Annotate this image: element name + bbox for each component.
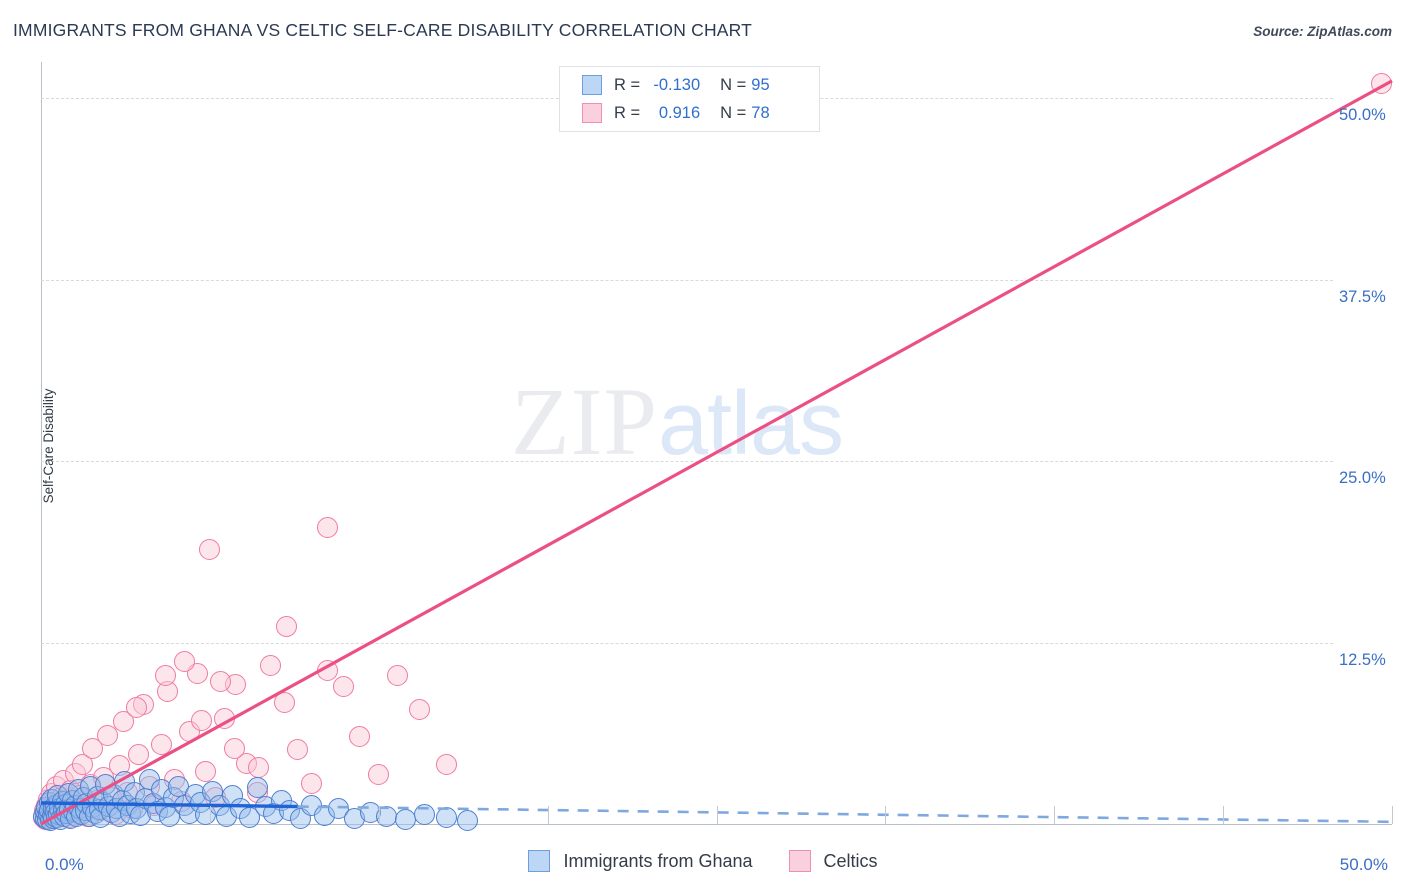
x-tick-mark	[716, 806, 718, 824]
x-tick-mark	[1392, 806, 1393, 824]
scatter-point[interactable]	[287, 739, 309, 761]
scatter-point[interactable]	[127, 743, 149, 765]
x-tick-mark	[547, 806, 549, 824]
trendline-ghana-dashed	[297, 805, 1393, 824]
gridline	[41, 279, 1333, 281]
scatter-point[interactable]	[246, 777, 268, 799]
y-tick-label: 50.0%	[1339, 106, 1386, 125]
scatter-point[interactable]	[435, 753, 457, 775]
stats-legend: R = -0.130 N = 95 R = 0.916 N = 78	[559, 66, 820, 132]
series-swatch-celtics	[788, 850, 811, 872]
stats-row-ghana: R = -0.130 N = 95	[560, 71, 819, 99]
scatter-point[interactable]	[408, 698, 430, 720]
series-legend: Immigrants from Ghana Celtics	[0, 850, 1406, 872]
gridline	[41, 461, 1333, 463]
scatter-point[interactable]	[223, 738, 245, 760]
trendline-celtics	[40, 79, 1393, 826]
scatter-point[interactable]	[112, 711, 134, 733]
x-tick-mark	[378, 806, 380, 824]
scatter-point[interactable]	[210, 671, 232, 693]
n-label-ghana: N =	[720, 75, 747, 94]
n-value-ghana: 95	[751, 75, 770, 94]
scatter-point[interactable]	[150, 733, 172, 755]
x-tick-mark	[1054, 806, 1056, 824]
x-axis-line	[41, 824, 1392, 825]
x-tick-label: 0.0%	[45, 855, 84, 874]
r-label-ghana: R =	[614, 75, 641, 94]
scatter-point[interactable]	[387, 664, 409, 686]
scatter-point[interactable]	[349, 726, 371, 748]
scatter-point[interactable]	[126, 696, 148, 718]
scatter-point[interactable]	[82, 738, 104, 760]
trendline-ghana-solid	[40, 801, 298, 809]
y-axis-line	[41, 62, 42, 824]
legend-swatch-ghana	[582, 75, 602, 95]
x-tick-mark	[209, 806, 211, 824]
series-label-ghana: Immigrants from Ghana	[563, 850, 753, 871]
gridline	[41, 642, 1333, 644]
r-value-celtics: 0.916	[658, 103, 701, 122]
x-tick-mark	[1223, 806, 1225, 824]
scatter-point[interactable]	[457, 809, 479, 831]
scatter-point[interactable]	[71, 753, 93, 775]
scatter-point[interactable]	[276, 616, 298, 638]
trendlines-layer	[40, 79, 1393, 826]
x-tick-label: 50.0%	[1339, 855, 1388, 874]
scatter-point[interactable]	[154, 665, 176, 687]
y-tick-label: 12.5%	[1339, 650, 1386, 669]
y-axis-title: Self-Care Disability	[40, 388, 56, 504]
legend-swatch-celtics	[582, 103, 602, 123]
scatter-point[interactable]	[273, 691, 295, 713]
scatter-point[interactable]	[191, 710, 213, 732]
series-swatch-ghana	[528, 850, 551, 872]
x-tick-mark	[885, 806, 887, 824]
scatter-point[interactable]	[368, 764, 390, 786]
n-label-celtics: N =	[720, 103, 747, 122]
n-value-celtics: 78	[751, 103, 770, 122]
series-label-celtics: Celtics	[823, 850, 878, 871]
y-tick-label: 37.5%	[1339, 287, 1386, 306]
series-legend-item-ghana[interactable]: Immigrants from Ghana	[528, 850, 753, 872]
r-value-ghana: -0.130	[653, 75, 701, 94]
series-legend-item-celtics[interactable]: Celtics	[788, 850, 878, 872]
scatter-point[interactable]	[300, 772, 322, 794]
y-tick-label: 25.0%	[1339, 469, 1386, 488]
scatter-point[interactable]	[333, 676, 355, 698]
scatter-point[interactable]	[316, 517, 338, 539]
scatter-point[interactable]	[199, 539, 221, 561]
page-title: IMMIGRANTS FROM GHANA VS CELTIC SELF-CAR…	[13, 20, 753, 40]
scatter-point[interactable]	[96, 724, 118, 746]
scatter-point[interactable]	[173, 650, 195, 672]
scatter-point[interactable]	[260, 654, 282, 676]
source-attribution: Source: ZipAtlas.com	[1253, 24, 1392, 39]
r-label-celtics: R =	[614, 103, 641, 122]
stats-row-celtics: R = 0.916 N = 78	[560, 99, 819, 127]
plot-area: ZIPatlas	[32, 62, 1393, 831]
